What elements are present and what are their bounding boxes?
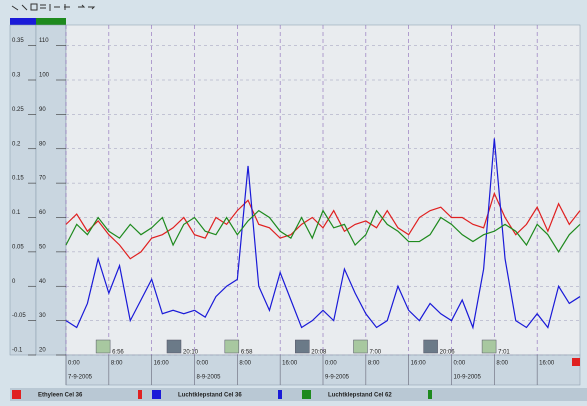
y2-tick-label: 80 bbox=[39, 141, 46, 147]
x-tick-label: 8:00 bbox=[368, 361, 380, 367]
legend-bar bbox=[10, 388, 587, 401]
y-tick-label: 0.15 bbox=[12, 176, 24, 182]
x-date-label: 7-9-2005 bbox=[68, 375, 93, 381]
y-tick-label: 0.2 bbox=[12, 141, 21, 147]
y-tick-label: 0.25 bbox=[12, 107, 24, 113]
y2-tick-label: 30 bbox=[39, 313, 46, 319]
axis-header-2 bbox=[36, 18, 66, 25]
toolbar-icons[interactable] bbox=[11, 3, 96, 11]
event-label: 20:08 bbox=[311, 350, 327, 356]
x-tick-label: 0:00 bbox=[325, 361, 337, 367]
event-icon bbox=[95, 339, 111, 354]
y2-tick-label: 20 bbox=[39, 348, 46, 354]
y-tick-label: -0.05 bbox=[12, 313, 26, 319]
event-icon bbox=[224, 339, 240, 354]
y2-tick-label: 110 bbox=[39, 38, 49, 44]
x-tick-label: 8:00 bbox=[111, 361, 123, 367]
x-tick-label: 16:00 bbox=[539, 361, 555, 367]
event-label: 7:00 bbox=[369, 350, 381, 356]
event-label: 6:58 bbox=[241, 350, 253, 356]
event-icon bbox=[353, 339, 368, 354]
x-tick-label: 0:00 bbox=[197, 361, 209, 367]
event-label: 20:10 bbox=[183, 350, 199, 356]
x-date-label: 8-9-2005 bbox=[197, 375, 222, 381]
y-tick-label: 0 bbox=[12, 279, 16, 285]
legend-swatch bbox=[152, 390, 161, 399]
y2-tick-label: 90 bbox=[39, 107, 46, 113]
x-date-label: 9-9-2005 bbox=[325, 375, 350, 381]
y2-tick-label: 60 bbox=[39, 210, 46, 216]
y-tick-label: 0.05 bbox=[12, 244, 24, 250]
legend-swatch bbox=[12, 390, 21, 399]
legend-swatch-small bbox=[138, 390, 142, 399]
x-tick-label: 0:00 bbox=[68, 361, 80, 367]
legend-label: Luchtklepstand Cel 62 bbox=[328, 393, 392, 399]
event-icon bbox=[295, 339, 310, 354]
legend-label: Ethyleen Cel 36 bbox=[38, 393, 83, 399]
legend-swatch-small bbox=[428, 390, 432, 399]
event-label: 6:56 bbox=[112, 350, 124, 356]
event-icon bbox=[481, 339, 497, 354]
y-tick-label: -0.1 bbox=[12, 348, 23, 354]
series-line bbox=[65, 191, 581, 260]
y2-tick-label: 100 bbox=[39, 73, 50, 79]
toolbar bbox=[11, 3, 96, 11]
x-tick-label: 16:00 bbox=[411, 361, 427, 367]
y2-tick-label: 40 bbox=[39, 279, 46, 285]
legend-label: Luchtklepstand Cel 36 bbox=[178, 393, 242, 399]
axis-header-1 bbox=[10, 18, 36, 25]
y-tick-label: 0.35 bbox=[12, 38, 24, 44]
y-tick-label: 0.3 bbox=[12, 73, 21, 79]
y2-tick-label: 50 bbox=[39, 244, 46, 250]
series-line bbox=[65, 138, 581, 330]
event-label: 7:01 bbox=[498, 350, 510, 356]
y-tick-label: 0.1 bbox=[12, 210, 21, 216]
series-line bbox=[65, 209, 581, 254]
x-tick-label: 8:00 bbox=[496, 361, 508, 367]
x-date-label: 10-9-2005 bbox=[454, 375, 482, 381]
marks bbox=[65, 138, 581, 330]
event-label: 20:06 bbox=[440, 350, 456, 356]
event-icon bbox=[166, 339, 182, 354]
legend-swatch bbox=[302, 390, 311, 399]
marker bbox=[572, 358, 580, 366]
legend-swatch-small bbox=[278, 390, 282, 399]
x-tick-label: 16:00 bbox=[282, 361, 298, 367]
event-icon bbox=[423, 339, 438, 354]
x-tick-label: 16:00 bbox=[154, 361, 170, 367]
y2-tick-label: 70 bbox=[39, 176, 46, 182]
x-tick-label: 8:00 bbox=[239, 361, 251, 367]
x-tick-label: 0:00 bbox=[454, 361, 466, 367]
